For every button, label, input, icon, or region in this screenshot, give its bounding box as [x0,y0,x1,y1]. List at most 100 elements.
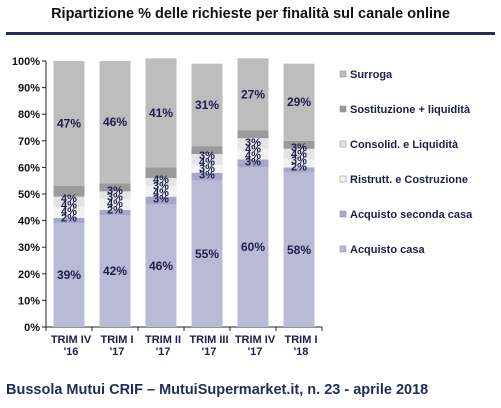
data-label: 42% [103,264,127,278]
bar-segment [191,154,223,165]
bar-segment [53,223,85,327]
data-label: 3% [291,142,307,154]
chart-axes: 0% 10% 20% 30% 40% 50% 60% 70% 80% 90% 100% [12,56,323,334]
title-divider [6,32,495,35]
x-category-label: '16 [64,346,79,358]
y-tick-label: 60% [18,162,40,174]
x-category-label: '17 [110,346,125,358]
data-label: 3% [153,194,169,206]
y-tick-label: 40% [18,216,40,228]
x-category-label: TRIM I [101,334,134,346]
data-label: 58% [287,243,311,257]
x-category-label: TRIM IV [235,334,276,346]
y-tick-label: 90% [18,83,40,95]
y-tick-label: 10% [18,295,40,307]
bar-segment [191,180,223,327]
bar-segment [99,215,131,327]
data-label: 3% [291,155,307,167]
legend-label: Consolid. e Liquidità [350,139,459,151]
bar-segment [99,61,131,184]
bar-segment [283,63,315,141]
bar-segment [237,138,269,149]
bar-segment [145,186,177,197]
bar-segment [99,199,131,210]
data-label: 3% [199,163,215,175]
data-label: 2% [107,204,123,216]
data-label: 3% [199,170,215,182]
bar-segment [191,63,223,147]
bar-segment [237,167,269,327]
legend-label: Acquisto seconda casa [350,209,473,221]
bar-segment [283,172,315,327]
bar-segment [53,217,85,224]
chart-bars [53,58,315,327]
data-label: 60% [241,240,265,254]
x-category-label: TRIM I [285,334,318,346]
data-label: 3% [107,185,123,197]
bar-segment [53,196,85,208]
bar-segment [283,167,315,173]
y-tick-label: 70% [18,136,40,148]
data-label: 2% [291,162,307,174]
x-category-label: TRIM IV [51,334,92,346]
chart-legend: Surroga Sostituzione + liquidità Consolid.… [339,69,473,256]
bar-segment [237,58,269,131]
x-category-label: '17 [202,346,217,358]
legend-label: Surroga [350,69,393,81]
bar-segment [145,204,177,327]
data-label: 4% [153,187,169,199]
data-label: 2% [61,212,77,224]
data-label: 31% [195,98,219,112]
legend-swatch [339,175,347,183]
bar-segment [237,148,269,160]
bar-segment [283,148,315,160]
y-tick-label: 50% [18,189,40,201]
x-category-label: TRIM III [189,334,228,346]
bar-segment [145,178,177,187]
bar-segment [191,164,223,173]
data-label: 4% [245,143,261,155]
legend-swatch [339,140,347,148]
x-category-label: '18 [294,346,309,358]
bar-segment [191,172,223,181]
bar-segment [53,207,85,218]
data-label: 4% [245,150,261,162]
y-tick-label: 100% [12,56,40,68]
data-label: 41% [149,106,173,120]
legend-swatch [339,210,347,218]
bar-segment [237,159,269,168]
data-label: 4% [199,157,215,169]
y-tick-label: 0% [24,322,40,334]
data-label: 27% [241,87,265,101]
data-label: 4% [61,193,77,205]
legend-swatch [339,245,347,253]
bar-segment [99,183,131,192]
x-category-label: TRIM II [145,334,181,346]
data-label: 47% [57,117,81,131]
data-label: 3% [153,181,169,193]
bar-segment [145,167,177,179]
data-label: 4% [107,198,123,210]
legend-label: Ristrutt. e Costruzione [350,174,468,186]
bar-segment [283,140,315,149]
data-label: 4% [61,199,77,211]
data-label: 3% [199,150,215,162]
chart-title: Ripartizione % delle richieste per final… [51,6,450,22]
bar-segment [145,196,177,205]
data-label: 3% [245,137,261,149]
data-label: 46% [149,259,173,273]
y-tick-label: 30% [18,242,40,254]
legend-swatch [339,105,347,113]
bar-segment [283,159,315,168]
data-label: 3% [245,156,261,168]
legend-label: Acquisto casa [350,244,425,256]
bar-segment [145,58,177,168]
bar-segment [99,209,131,216]
data-label: 4% [61,206,77,218]
data-label: 4% [291,149,307,161]
bar-segment [53,61,85,187]
data-label: 46% [103,115,127,129]
y-tick-label: 20% [18,269,40,281]
